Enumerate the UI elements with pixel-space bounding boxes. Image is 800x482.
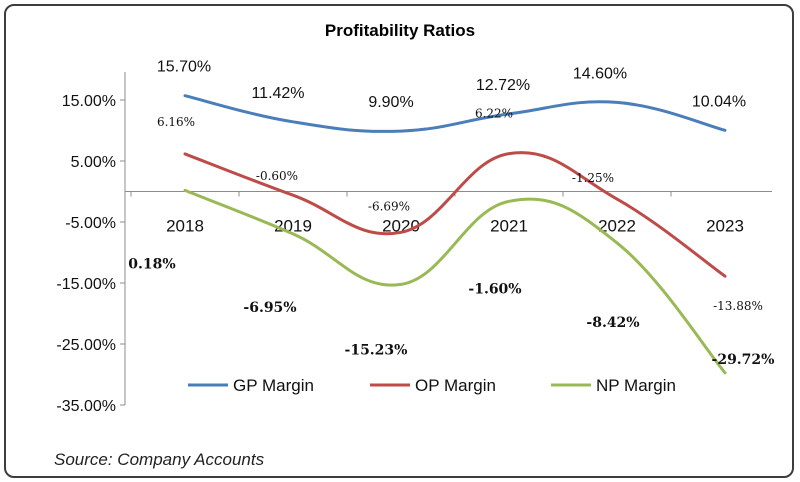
chart-title: Profitability Ratios xyxy=(325,21,475,40)
op-margin-data-label: -0.60% xyxy=(256,169,298,183)
y-tick-label: -35.00% xyxy=(56,398,116,415)
np-margin-line xyxy=(183,188,727,375)
source-note: Source: Company Accounts xyxy=(54,450,265,469)
np-margin-data-label: -29.72% xyxy=(712,352,775,368)
gp-margin-line xyxy=(183,94,727,133)
y-tick-label: -15.00% xyxy=(56,276,116,293)
gp-margin-data-label: 14.60% xyxy=(573,65,627,82)
gp-margin-data-label: 9.90% xyxy=(368,94,413,111)
data-labels: 15.70% 11.42% 9.90% 12.72% 14.60% 10.04% 6.16%… xyxy=(128,59,774,368)
x-tick-label: 2023 xyxy=(706,217,744,236)
series-lines xyxy=(183,94,727,375)
op-margin-data-label: -6.69% xyxy=(368,199,410,213)
op-margin-line xyxy=(183,151,727,278)
gp-margin-data-label: 12.72% xyxy=(476,77,530,94)
y-tick-label: 15.00% xyxy=(62,93,116,110)
y-tick-label: -5.00% xyxy=(65,215,116,232)
op-margin-data-label: -1.25% xyxy=(572,171,614,185)
chart-frame xyxy=(4,4,794,478)
op-margin-data-label: 6.16% xyxy=(157,115,195,129)
np-margin-legend-label: NP Margin xyxy=(596,376,676,395)
x-tick-label: 2018 xyxy=(166,217,204,236)
legend: GP Margin OP Margin NP Margin xyxy=(188,376,676,395)
np-margin-data-label: -15.23% xyxy=(345,342,408,358)
op-margin-data-label: 6.22% xyxy=(475,107,513,121)
op-margin-data-label: -13.88% xyxy=(713,299,763,313)
gp-margin-data-label: 10.04% xyxy=(692,93,746,110)
gp-margin-legend-label: GP Margin xyxy=(233,376,314,395)
x-tick-label: 2021 xyxy=(490,217,528,236)
np-margin-data-label: 0.18% xyxy=(128,256,175,272)
np-margin-data-label: -8.42% xyxy=(586,315,639,331)
np-margin-data-label: -6.95% xyxy=(243,300,296,316)
x-tick-label: 2022 xyxy=(598,217,636,236)
y-tick-label: 5.00% xyxy=(71,154,116,171)
y-tick-label: -25.00% xyxy=(56,337,116,354)
gp-margin-data-label: 11.42% xyxy=(251,85,304,102)
y-axis: 15.00% 5.00% -5.00% -15.00% -25.00% -35.00% xyxy=(56,72,126,415)
op-margin-legend-label: OP Margin xyxy=(415,376,496,395)
gp-margin-data-label: 15.70% xyxy=(157,59,211,76)
np-margin-data-label: -1.60% xyxy=(468,281,521,297)
